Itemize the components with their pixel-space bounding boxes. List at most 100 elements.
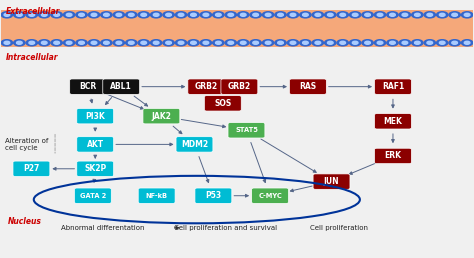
- Circle shape: [328, 13, 333, 16]
- Circle shape: [427, 13, 433, 16]
- Circle shape: [337, 12, 348, 18]
- FancyBboxPatch shape: [374, 79, 411, 94]
- Bar: [0, 10, 474, 47]
- Text: P53: P53: [205, 191, 221, 200]
- Circle shape: [51, 40, 63, 46]
- Text: GRB2: GRB2: [195, 82, 218, 91]
- Text: NF-kB: NF-kB: [146, 193, 168, 199]
- Circle shape: [14, 12, 25, 18]
- Circle shape: [312, 40, 324, 46]
- Circle shape: [66, 41, 72, 44]
- Circle shape: [278, 13, 283, 16]
- Circle shape: [166, 13, 172, 16]
- Text: STAT5: STAT5: [235, 127, 258, 133]
- Text: RAS: RAS: [299, 82, 317, 91]
- Text: PI3K: PI3K: [85, 112, 105, 121]
- Circle shape: [188, 12, 199, 18]
- Circle shape: [101, 40, 112, 46]
- Circle shape: [128, 13, 134, 16]
- Circle shape: [300, 12, 311, 18]
- Circle shape: [349, 40, 361, 46]
- FancyBboxPatch shape: [176, 137, 213, 152]
- Circle shape: [240, 13, 246, 16]
- Circle shape: [328, 41, 333, 44]
- Text: RAF1: RAF1: [382, 82, 404, 91]
- Circle shape: [104, 41, 109, 44]
- Circle shape: [1, 12, 13, 18]
- Circle shape: [225, 12, 237, 18]
- Circle shape: [302, 13, 308, 16]
- Circle shape: [377, 13, 383, 16]
- Circle shape: [79, 13, 84, 16]
- Circle shape: [188, 40, 199, 46]
- FancyBboxPatch shape: [290, 79, 326, 94]
- Circle shape: [374, 12, 386, 18]
- Circle shape: [175, 12, 187, 18]
- FancyBboxPatch shape: [252, 188, 289, 203]
- Circle shape: [374, 40, 386, 46]
- Circle shape: [411, 40, 423, 46]
- FancyBboxPatch shape: [221, 79, 258, 94]
- FancyBboxPatch shape: [138, 188, 175, 203]
- Circle shape: [452, 13, 457, 16]
- Text: GATA 2: GATA 2: [80, 193, 106, 199]
- Circle shape: [38, 40, 50, 46]
- Circle shape: [337, 40, 348, 46]
- Circle shape: [290, 41, 296, 44]
- Circle shape: [263, 12, 274, 18]
- Circle shape: [79, 41, 84, 44]
- Circle shape: [399, 12, 410, 18]
- Circle shape: [387, 40, 398, 46]
- Text: MDM2: MDM2: [181, 140, 208, 149]
- Circle shape: [437, 12, 448, 18]
- Circle shape: [449, 40, 460, 46]
- Circle shape: [76, 40, 87, 46]
- FancyBboxPatch shape: [143, 108, 180, 124]
- Circle shape: [439, 13, 445, 16]
- Circle shape: [427, 41, 433, 44]
- Circle shape: [312, 12, 324, 18]
- FancyBboxPatch shape: [74, 188, 111, 203]
- Circle shape: [26, 12, 37, 18]
- Circle shape: [54, 41, 60, 44]
- Circle shape: [191, 41, 196, 44]
- FancyBboxPatch shape: [103, 79, 140, 94]
- Circle shape: [113, 12, 125, 18]
- Circle shape: [302, 41, 308, 44]
- Circle shape: [287, 12, 299, 18]
- FancyBboxPatch shape: [228, 123, 265, 138]
- Circle shape: [464, 41, 470, 44]
- Circle shape: [163, 40, 174, 46]
- Circle shape: [126, 40, 137, 46]
- FancyBboxPatch shape: [195, 188, 232, 203]
- Circle shape: [203, 41, 209, 44]
- Circle shape: [275, 12, 286, 18]
- Circle shape: [362, 40, 373, 46]
- Circle shape: [352, 41, 358, 44]
- Circle shape: [439, 41, 445, 44]
- Circle shape: [265, 41, 271, 44]
- Circle shape: [138, 12, 149, 18]
- Circle shape: [29, 41, 35, 44]
- Circle shape: [414, 41, 420, 44]
- Text: MEK: MEK: [383, 117, 402, 126]
- Circle shape: [54, 13, 60, 16]
- Circle shape: [101, 12, 112, 18]
- Circle shape: [240, 41, 246, 44]
- Text: Alteration of
cell cycle: Alteration of cell cycle: [5, 138, 49, 151]
- Circle shape: [300, 40, 311, 46]
- Text: Cell proliferation: Cell proliferation: [310, 225, 368, 231]
- Circle shape: [216, 13, 221, 16]
- Circle shape: [1, 40, 13, 46]
- Circle shape: [51, 12, 63, 18]
- Circle shape: [153, 13, 159, 16]
- Circle shape: [26, 40, 37, 46]
- Circle shape: [228, 13, 234, 16]
- Circle shape: [290, 13, 296, 16]
- Circle shape: [141, 13, 146, 16]
- Circle shape: [461, 12, 473, 18]
- Text: ERK: ERK: [384, 151, 401, 160]
- Circle shape: [213, 40, 224, 46]
- Circle shape: [278, 41, 283, 44]
- Circle shape: [237, 40, 249, 46]
